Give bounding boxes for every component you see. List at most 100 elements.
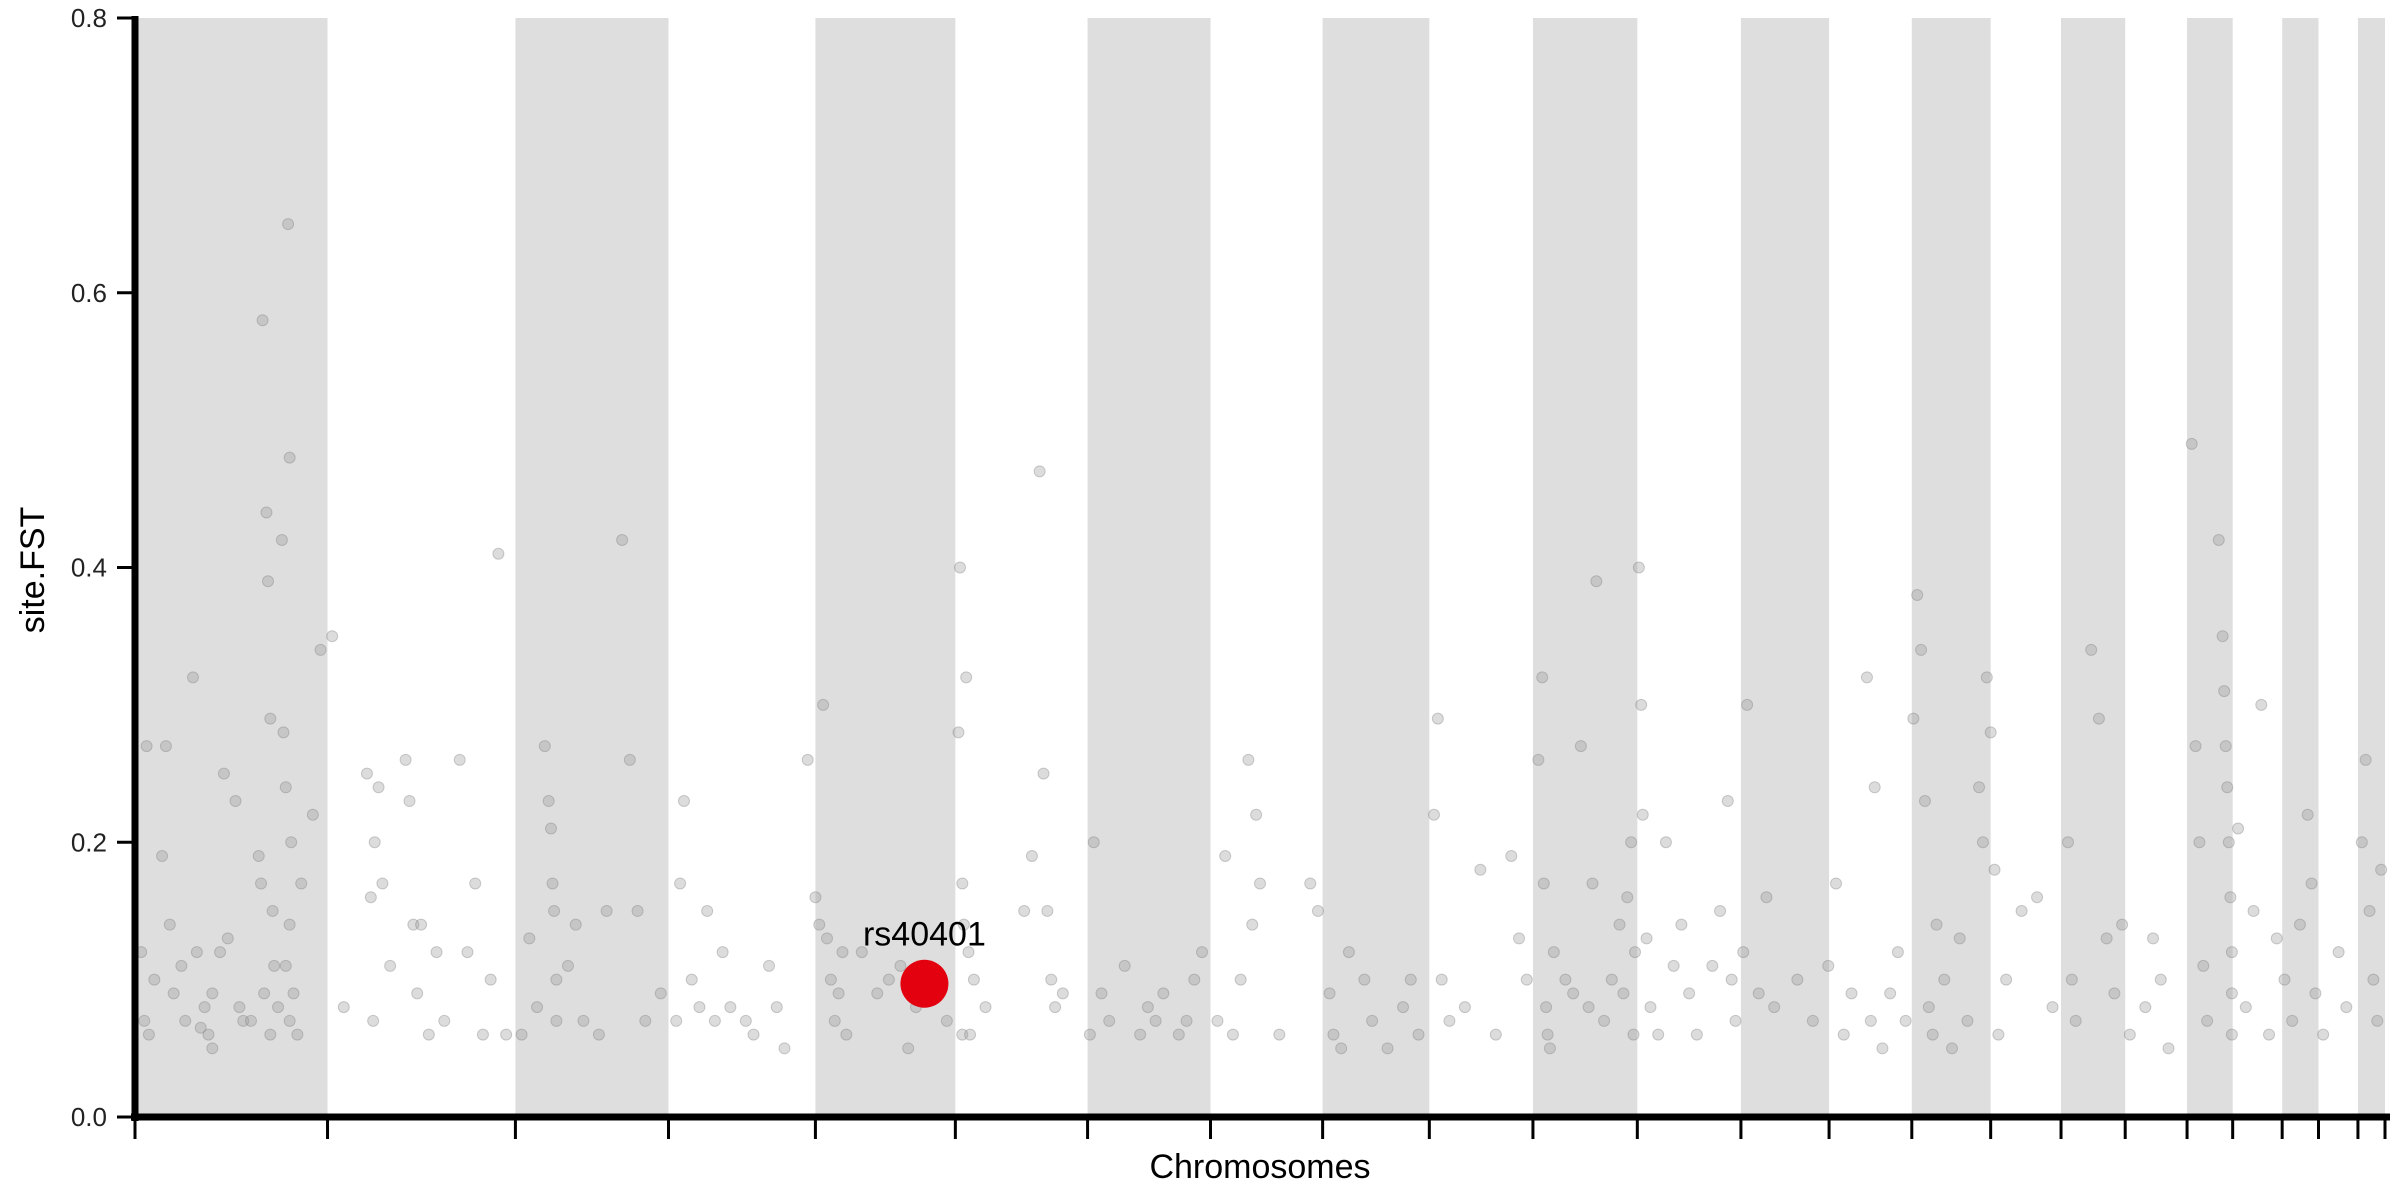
data-point [1254, 877, 1266, 890]
data-point [1211, 1014, 1224, 1027]
data-point [2139, 1001, 2152, 1014]
data-point [2367, 973, 2380, 986]
data-point [2000, 973, 2013, 986]
data-point [1973, 781, 1986, 794]
data-point [1845, 987, 1858, 1000]
data-point [1911, 588, 1924, 601]
data-point [2219, 740, 2232, 753]
data-point [1791, 973, 1804, 986]
data-point [438, 1014, 451, 1027]
data-point [1045, 973, 1058, 986]
data-point [206, 1042, 219, 1055]
data-point [1690, 1028, 1703, 1041]
data-point [2085, 643, 2098, 656]
data-point [260, 506, 273, 519]
data-point [1760, 891, 1773, 904]
data-point [364, 891, 377, 904]
data-point [956, 1028, 969, 1041]
data-point [956, 877, 969, 890]
data-point [2270, 932, 2283, 945]
data-point [2092, 712, 2105, 725]
data-point [1613, 918, 1626, 931]
data-point [821, 932, 834, 945]
data-point [1540, 1001, 1553, 1014]
data-point [1806, 1014, 1819, 1027]
data-point [1721, 795, 1734, 808]
data-point [1180, 1014, 1193, 1027]
data-point [546, 877, 559, 890]
data-point [266, 904, 279, 917]
data-point [1427, 808, 1440, 821]
data-point [291, 1028, 304, 1041]
data-point [1605, 973, 1618, 986]
data-point [550, 973, 563, 986]
data-point [2189, 740, 2202, 753]
data-point [523, 932, 536, 945]
y-tick-label: 0.4 [71, 553, 107, 583]
data-point [693, 1001, 706, 1014]
data-point [252, 849, 265, 862]
data-point [500, 1028, 513, 1041]
data-point [285, 836, 298, 849]
data-point [724, 1001, 737, 1014]
data-point [716, 946, 729, 959]
data-point [415, 918, 428, 931]
data-point [1118, 959, 1131, 972]
data-point [561, 959, 574, 972]
data-point [2221, 781, 2234, 794]
data-point [1635, 698, 1648, 711]
data-point [2147, 932, 2160, 945]
data-point [179, 1014, 192, 1027]
data-point [2225, 987, 2238, 1000]
data-point [2225, 946, 2238, 959]
data-point [142, 1028, 155, 1041]
data-point [2305, 877, 2318, 890]
data-point [1625, 836, 1638, 849]
data-point [1627, 1028, 1640, 1041]
data-point [654, 987, 667, 1000]
data-point [237, 1014, 250, 1027]
data-point [1559, 973, 1572, 986]
data-point [275, 534, 288, 547]
data-point [2317, 1028, 2330, 1041]
data-point [1617, 987, 1630, 1000]
data-point [871, 987, 884, 1000]
highlight-point [900, 959, 949, 1008]
data-point [809, 891, 822, 904]
data-point [817, 698, 830, 711]
data-point [1725, 973, 1738, 986]
data-point [2216, 630, 2229, 643]
highlight-label: rs40401 [863, 916, 986, 954]
data-point [1667, 959, 1680, 972]
data-point [538, 740, 551, 753]
data-point [282, 218, 295, 231]
data-point [372, 781, 385, 794]
data-point [206, 987, 219, 1000]
data-point [453, 753, 466, 766]
data-point [894, 959, 907, 972]
data-point [960, 671, 973, 684]
data-point [430, 946, 443, 959]
data-point [1629, 946, 1641, 959]
data-point [957, 918, 970, 931]
y-tick-label: 0.0 [71, 1102, 107, 1132]
data-point [1366, 1014, 1379, 1027]
data-point [1938, 973, 1951, 986]
data-point [544, 822, 557, 835]
data-point [1327, 1028, 1340, 1041]
data-point [1864, 1014, 1877, 1027]
chromosome-band [1322, 18, 1430, 1117]
data-point [1598, 1014, 1611, 1027]
data-point [2154, 973, 2167, 986]
chromosome-band [1911, 18, 1991, 1117]
data-point [469, 877, 482, 890]
data-point [1953, 932, 1966, 945]
data-point [2359, 753, 2372, 766]
chromosome-band [815, 18, 956, 1117]
data-point [261, 575, 274, 588]
data-point [1980, 671, 1993, 684]
data-point [190, 946, 203, 959]
data-point [824, 973, 837, 986]
data-point [979, 1001, 992, 1014]
data-point [1737, 946, 1750, 959]
